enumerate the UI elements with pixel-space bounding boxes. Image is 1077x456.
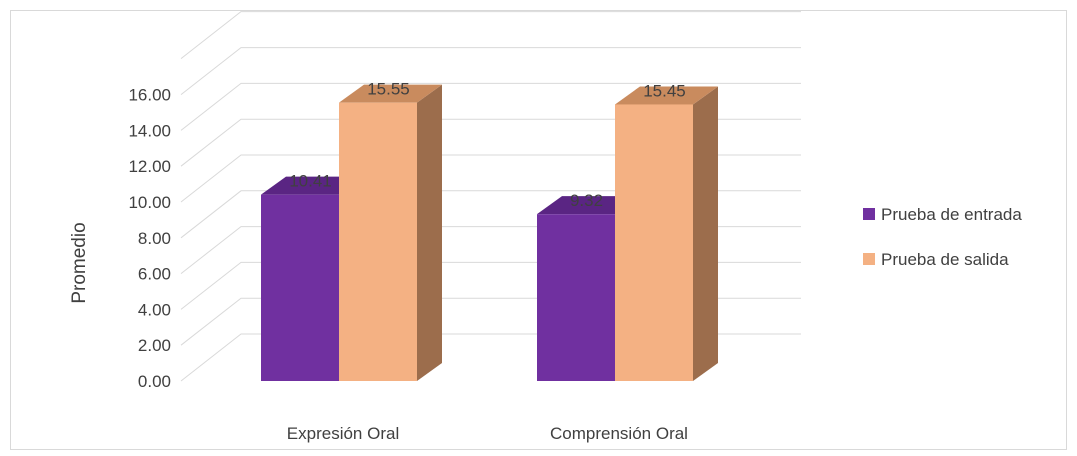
bar-value-label: 15.45 <box>643 81 686 100</box>
x-category-label: Expresión Oral <box>287 424 399 443</box>
gridline <box>180 82 801 131</box>
legend: Prueba de entrada Prueba de salida <box>863 205 1022 269</box>
bar-top <box>339 84 442 103</box>
y-tick-label: 12.00 <box>128 157 171 176</box>
bar-value-label: 9.32 <box>570 191 603 210</box>
gridline <box>180 11 801 59</box>
bar-top <box>537 196 640 215</box>
y-tick-label: 0.00 <box>138 372 171 391</box>
bar-value-label: 10.41 <box>289 172 332 191</box>
chart-frame: 0.00 2.00 4.00 6.00 8.00 10.00 12.00 14.00 16.00… <box>10 10 1067 450</box>
x-axis: Expresión Oral Comprensión Oral <box>287 424 688 443</box>
legend-swatch <box>863 208 875 220</box>
bar <box>537 214 615 381</box>
legend-swatch <box>863 253 875 265</box>
gridline <box>180 190 801 239</box>
bar-side <box>693 86 718 381</box>
data-labels: 10.41 15.55 9.32 15.45 <box>289 80 686 211</box>
gridline <box>180 118 801 167</box>
bar-top <box>261 176 364 195</box>
gridline <box>180 154 801 203</box>
bar-top <box>615 86 718 105</box>
y-tick-label: 2.00 <box>138 336 171 355</box>
bar-value-label: 15.55 <box>367 80 410 99</box>
bar-side <box>417 84 442 381</box>
y-tick-label: 16.00 <box>128 86 171 105</box>
bars <box>261 84 718 381</box>
gridlines <box>180 11 801 382</box>
y-tick-label: 14.00 <box>128 121 171 140</box>
x-category-label: Comprensión Oral <box>550 424 688 443</box>
bar-chart: 0.00 2.00 4.00 6.00 8.00 10.00 12.00 14.00 16.00… <box>69 11 1022 443</box>
y-tick-label: 8.00 <box>138 229 171 248</box>
y-tick-label: 6.00 <box>138 265 171 284</box>
gridline <box>180 47 801 95</box>
y-tick-label: 4.00 <box>138 300 171 319</box>
legend-label: Prueba de entrada <box>881 205 1022 224</box>
y-axis-title: Promedio <box>69 222 90 303</box>
bar <box>615 104 693 381</box>
bar <box>339 102 417 381</box>
bar <box>261 194 339 381</box>
legend-label: Prueba de salida <box>881 250 1009 269</box>
y-axis: 0.00 2.00 4.00 6.00 8.00 10.00 12.00 14.00 16.00 <box>128 86 171 391</box>
y-tick-label: 10.00 <box>128 193 171 212</box>
